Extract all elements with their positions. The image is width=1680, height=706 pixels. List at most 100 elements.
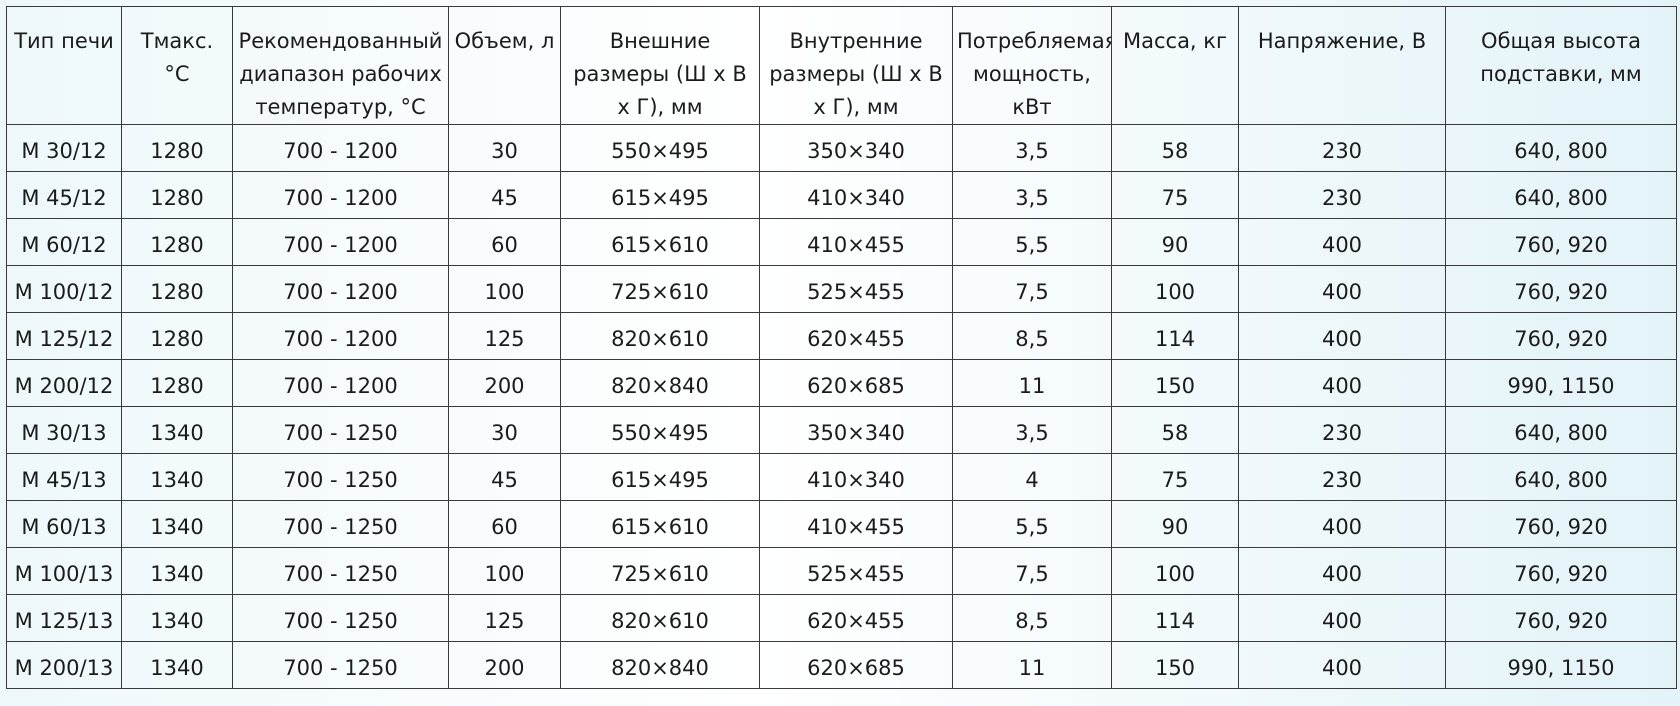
cell-mass: 150	[1111, 641, 1239, 689]
cell-external-dimensions: 820×840	[560, 641, 760, 689]
cell-volume: 200	[448, 641, 561, 689]
header-stand-height: Общая высота подставки, мм	[1445, 6, 1677, 125]
header-temp-range: Рекомендованный диапазон рабочих темпера…	[232, 6, 449, 125]
cell-temp-range: 700 - 1250	[232, 547, 449, 595]
cell-volume: 45	[448, 453, 561, 501]
cell-tmax: 1340	[121, 547, 233, 595]
cell-furnace-type: M 100/13	[6, 547, 122, 595]
cell-temp-range: 700 - 1200	[232, 171, 449, 219]
cell-volume: 60	[448, 218, 561, 266]
cell-voltage: 230	[1238, 453, 1446, 501]
cell-power: 11	[952, 359, 1112, 407]
cell-internal-dimensions: 620×685	[759, 641, 953, 689]
cell-external-dimensions: 550×495	[560, 406, 760, 454]
cell-external-dimensions: 820×610	[560, 312, 760, 360]
cell-furnace-type: M 100/12	[6, 265, 122, 313]
cell-temp-range: 700 - 1200	[232, 265, 449, 313]
cell-volume: 200	[448, 359, 561, 407]
header-voltage: Напряжение, В	[1238, 6, 1446, 125]
cell-stand-height: 760, 920	[1445, 547, 1677, 595]
cell-internal-dimensions: 410×340	[759, 453, 953, 501]
cell-stand-height: 640, 800	[1445, 171, 1677, 219]
table-row: M 125/12 1280 700 - 1200 125 820×610 620×455 8…	[6, 312, 1677, 360]
cell-stand-height: 640, 800	[1445, 406, 1677, 454]
cell-mass: 90	[1111, 500, 1239, 548]
cell-volume: 30	[448, 124, 561, 172]
table-row: M 45/12 1280 700 - 1200 45 615×495 410×340 3,5…	[6, 171, 1677, 219]
cell-voltage: 230	[1238, 406, 1446, 454]
cell-mass: 114	[1111, 594, 1239, 642]
cell-voltage: 400	[1238, 265, 1446, 313]
cell-internal-dimensions: 410×455	[759, 218, 953, 266]
cell-temp-range: 700 - 1250	[232, 594, 449, 642]
cell-internal-dimensions: 410×340	[759, 171, 953, 219]
cell-stand-height: 990, 1150	[1445, 641, 1677, 689]
cell-internal-dimensions: 620×685	[759, 359, 953, 407]
cell-voltage: 230	[1238, 171, 1446, 219]
cell-external-dimensions: 550×495	[560, 124, 760, 172]
cell-mass: 100	[1111, 547, 1239, 595]
cell-voltage: 400	[1238, 500, 1446, 548]
cell-external-dimensions: 725×610	[560, 265, 760, 313]
cell-stand-height: 760, 920	[1445, 312, 1677, 360]
cell-volume: 60	[448, 500, 561, 548]
cell-furnace-type: M 30/13	[6, 406, 122, 454]
header-mass: Масса, кг	[1111, 6, 1239, 125]
cell-stand-height: 990, 1150	[1445, 359, 1677, 407]
cell-temp-range: 700 - 1250	[232, 406, 449, 454]
cell-internal-dimensions: 525×455	[759, 265, 953, 313]
cell-mass: 58	[1111, 406, 1239, 454]
table-header: Тип печи Tмакс. °С Рекомендованный диапа…	[6, 6, 1677, 125]
header-row: Тип печи Tмакс. °С Рекомендованный диапа…	[6, 6, 1677, 125]
cell-mass: 114	[1111, 312, 1239, 360]
cell-tmax: 1340	[121, 594, 233, 642]
header-tmax: Tмакс. °С	[121, 6, 233, 125]
cell-tmax: 1280	[121, 171, 233, 219]
table-row: M 60/12 1280 700 - 1200 60 615×610 410×455 5,5…	[6, 218, 1677, 266]
cell-tmax: 1340	[121, 500, 233, 548]
cell-power: 5,5	[952, 500, 1112, 548]
cell-furnace-type: M 60/13	[6, 500, 122, 548]
header-internal-dimensions: Внутренние размеры (Ш х В х Г), мм	[759, 6, 953, 125]
table-row: M 200/13 1340 700 - 1250 200 820×840 620×685 1…	[6, 641, 1677, 689]
table-row: M 100/13 1340 700 - 1250 100 725×610 525×455 7…	[6, 547, 1677, 595]
cell-voltage: 400	[1238, 547, 1446, 595]
table-row: M 45/13 1340 700 - 1250 45 615×495 410×340 4 75…	[6, 453, 1677, 501]
cell-tmax: 1280	[121, 265, 233, 313]
cell-temp-range: 700 - 1200	[232, 218, 449, 266]
cell-furnace-type: M 125/12	[6, 312, 122, 360]
cell-internal-dimensions: 525×455	[759, 547, 953, 595]
cell-volume: 30	[448, 406, 561, 454]
cell-voltage: 400	[1238, 359, 1446, 407]
cell-external-dimensions: 615×495	[560, 453, 760, 501]
cell-external-dimensions: 820×840	[560, 359, 760, 407]
header-volume: Объем, л	[448, 6, 561, 125]
table-body: M 30/12 1280 700 - 1200 30 550×495 350×340 3,5…	[6, 124, 1677, 689]
cell-external-dimensions: 820×610	[560, 594, 760, 642]
cell-power: 7,5	[952, 265, 1112, 313]
cell-temp-range: 700 - 1250	[232, 641, 449, 689]
cell-voltage: 400	[1238, 218, 1446, 266]
furnace-spec-table: Тип печи Tмакс. °С Рекомендованный диапа…	[6, 6, 1677, 689]
cell-tmax: 1280	[121, 218, 233, 266]
cell-temp-range: 700 - 1200	[232, 312, 449, 360]
cell-power: 11	[952, 641, 1112, 689]
table-row: M 30/12 1280 700 - 1200 30 550×495 350×340 3,5…	[6, 124, 1677, 172]
cell-furnace-type: M 60/12	[6, 218, 122, 266]
cell-power: 3,5	[952, 171, 1112, 219]
cell-tmax: 1280	[121, 124, 233, 172]
cell-temp-range: 700 - 1200	[232, 359, 449, 407]
cell-internal-dimensions: 350×340	[759, 406, 953, 454]
cell-tmax: 1280	[121, 312, 233, 360]
header-furnace-type: Тип печи	[6, 6, 122, 125]
table-row: M 100/12 1280 700 - 1200 100 725×610 525×455 7…	[6, 265, 1677, 313]
cell-stand-height: 640, 800	[1445, 453, 1677, 501]
cell-volume: 100	[448, 265, 561, 313]
cell-power: 8,5	[952, 594, 1112, 642]
cell-stand-height: 760, 920	[1445, 265, 1677, 313]
cell-furnace-type: M 45/13	[6, 453, 122, 501]
cell-external-dimensions: 615×495	[560, 171, 760, 219]
cell-stand-height: 640, 800	[1445, 124, 1677, 172]
cell-furnace-type: M 30/12	[6, 124, 122, 172]
cell-voltage: 400	[1238, 641, 1446, 689]
